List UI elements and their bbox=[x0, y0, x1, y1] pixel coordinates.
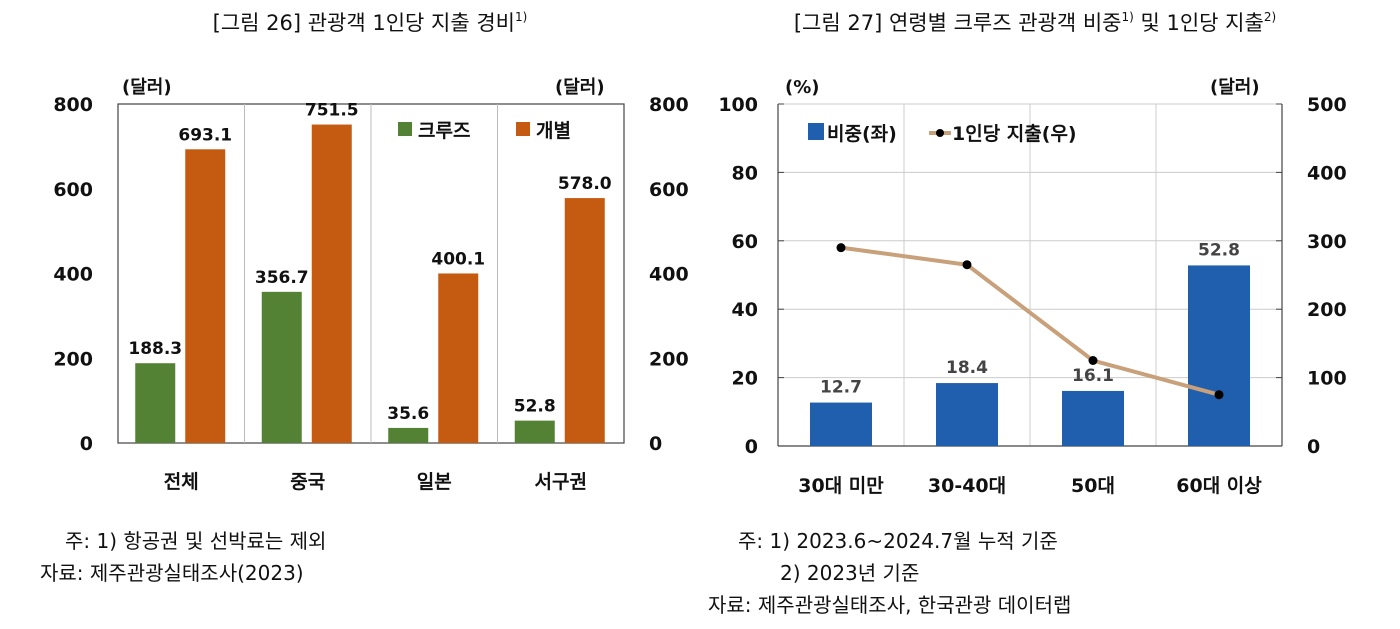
bar-개별 bbox=[564, 198, 605, 443]
bar-크루즈 bbox=[261, 291, 302, 443]
x-tick-label: 30-40대 bbox=[928, 475, 1006, 497]
y-tick-left: 200 bbox=[53, 348, 93, 370]
y-tick-left: 80 bbox=[732, 162, 758, 184]
y-tick-left: 40 bbox=[732, 299, 758, 321]
y-tick-right: 500 bbox=[1307, 94, 1347, 116]
legend-swatch bbox=[398, 122, 412, 136]
data-label: 188.3 bbox=[128, 339, 182, 359]
source-line: 자료: 제주관광실태조사(2023) bbox=[40, 561, 304, 585]
chart-title: [그림 26] 관광객 1인당 지출 경비1) bbox=[213, 10, 528, 35]
legend-label: 개별 bbox=[536, 120, 571, 142]
bar-share bbox=[1188, 265, 1250, 446]
data-label: 578.0 bbox=[558, 174, 612, 194]
chart-title: [그림 27] 연령별 크루즈 관광객 비중1) 및 1인당 지출2) bbox=[794, 10, 1276, 35]
legend-marker bbox=[936, 129, 944, 137]
y-tick-right: 0 bbox=[1307, 436, 1320, 458]
y-tick-left: 600 bbox=[53, 179, 93, 201]
legend-swatch-bar bbox=[808, 123, 824, 140]
data-label: 16.1 bbox=[1072, 366, 1114, 386]
bar-share bbox=[936, 383, 998, 446]
x-tick-label: 서구권 bbox=[535, 471, 587, 493]
y-tick-right: 200 bbox=[1307, 299, 1347, 321]
y-tick-right: 400 bbox=[1307, 162, 1347, 184]
x-tick-label: 30대 미만 bbox=[798, 475, 884, 497]
source-line: 자료: 제주관광실태조사, 한국관광 데이터랩 bbox=[708, 593, 1071, 617]
data-label: 18.4 bbox=[946, 358, 988, 378]
x-tick-label: 60대 이상 bbox=[1176, 475, 1262, 497]
data-label: 356.7 bbox=[255, 268, 309, 288]
line-marker bbox=[1088, 356, 1098, 365]
chart-27: [그림 27] 연령별 크루즈 관광객 비중1) 및 1인당 지출2) (%) … bbox=[708, 10, 1347, 617]
data-label: 693.1 bbox=[178, 125, 232, 145]
legend-label: 1인당 지출(우) bbox=[952, 123, 1077, 145]
data-label: 52.8 bbox=[1198, 240, 1240, 260]
legend-swatch bbox=[516, 122, 530, 136]
line-spending bbox=[840, 245, 1220, 397]
note-line: 주: 1) 2023.6~2024.7월 누적 기준 bbox=[738, 529, 1058, 553]
y-tick-right: 300 bbox=[1307, 231, 1347, 253]
y-axis-right-unit: (달러) bbox=[555, 77, 605, 98]
data-label: 52.8 bbox=[514, 397, 556, 417]
y-tick-right: 800 bbox=[649, 94, 689, 116]
y-tick-right: 100 bbox=[1307, 368, 1347, 390]
legend-label: 비중(좌) bbox=[827, 123, 897, 145]
bar-크루즈 bbox=[514, 420, 555, 443]
bar-share bbox=[810, 402, 872, 446]
x-tick-label: 일본 bbox=[417, 471, 452, 493]
data-label: 12.7 bbox=[820, 378, 862, 398]
bar-share bbox=[1062, 390, 1124, 446]
y-tick-left: 0 bbox=[80, 433, 93, 455]
bar-개별 bbox=[438, 273, 479, 443]
y-tick-left: 400 bbox=[53, 264, 93, 286]
y-tick-right: 200 bbox=[649, 348, 689, 370]
line-marker bbox=[836, 243, 846, 253]
y-axis-left-unit: (달러) bbox=[122, 77, 172, 98]
chart-26: [그림 26] 관광객 1인당 지출 경비1) (달러) (달러) 0 0 200 2… bbox=[40, 10, 689, 585]
x-tick-label: 50대 bbox=[1071, 475, 1115, 497]
y-tick-left: 20 bbox=[732, 368, 758, 390]
y-tick-right: 0 bbox=[649, 433, 662, 455]
bar-크루즈 bbox=[135, 363, 176, 443]
data-label: 400.1 bbox=[431, 249, 485, 269]
note-line-2: 2) 2023년 기준 bbox=[780, 561, 919, 585]
y-tick-right: 400 bbox=[649, 264, 689, 286]
y-tick-left: 800 bbox=[53, 94, 93, 116]
y-axis-left-unit: (%) bbox=[785, 77, 820, 98]
line-marker bbox=[1214, 390, 1224, 400]
bar-개별 bbox=[311, 124, 352, 443]
y-axis-right-unit: (달러) bbox=[1210, 77, 1260, 98]
data-label: 35.6 bbox=[387, 404, 429, 424]
line-marker bbox=[962, 260, 972, 270]
note-line: 주: 1) 항공권 및 선박료는 제외 bbox=[65, 529, 326, 553]
x-tick-label: 전체 bbox=[164, 471, 199, 493]
y-tick-left: 0 bbox=[745, 436, 758, 458]
y-tick-left: 100 bbox=[718, 94, 758, 116]
bar-개별 bbox=[185, 149, 226, 443]
data-label: 751.5 bbox=[305, 101, 359, 121]
x-tick-label: 중국 bbox=[290, 471, 325, 493]
y-tick-right: 600 bbox=[649, 179, 689, 201]
bar-크루즈 bbox=[388, 427, 429, 443]
y-tick-left: 60 bbox=[732, 231, 758, 253]
legend-label: 크루즈 bbox=[418, 120, 470, 142]
